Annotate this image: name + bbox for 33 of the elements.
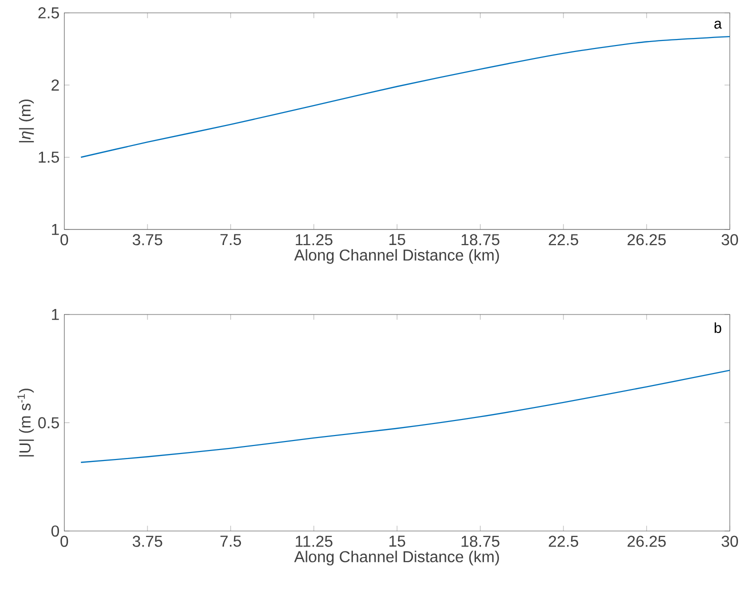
x-tick-label: 30 [722,234,738,246]
x-tick-label: 0 [60,536,68,547]
y-tick-label: 1 [52,308,59,320]
y-tick-label: 2.5 [38,7,59,18]
annotation: a [714,20,722,29]
line-series [80,36,730,158]
x-tick-label: 3.75 [132,234,162,246]
x-tick-label: 26.25 [628,234,666,246]
x-axis-title: Along Channel Distance (km) [294,550,499,566]
y-tick-label: 0 [51,525,60,536]
x-tick-label: 11.25 [296,234,332,246]
x-tick-label: 18.75 [462,536,500,547]
x-tick-label: 26.25 [628,536,666,547]
y-tick-label: 1.5 [38,152,59,163]
x-tick-label: 7.5 [220,536,241,547]
y-axis-title: |η| (m) [19,99,34,142]
x-tick-label: 15 [389,536,406,547]
x-tick-label: 22.5 [548,536,578,547]
x-tick-label: 7.5 [220,234,241,245]
x-tick-label: 22.5 [548,234,578,246]
y-tick-label: 1 [52,224,59,235]
x-tick-label: 0 [60,234,68,246]
x-tick-label: 15 [389,234,406,245]
x-tick-label: 30 [722,536,738,547]
annotation: b [714,322,722,333]
x-tick-label: 11.25 [296,536,332,547]
line-series [80,370,730,463]
x-axis-title: Along Channel Distance (km) [294,248,499,264]
y-tick-label: 2 [52,79,59,90]
y-tick-label: 0.5 [38,416,59,428]
x-tick-label: 3.75 [132,536,162,547]
y-axis-title: |U| (m s$^{-1}$) [17,388,34,456]
x-tick-label: 18.75 [462,234,500,246]
